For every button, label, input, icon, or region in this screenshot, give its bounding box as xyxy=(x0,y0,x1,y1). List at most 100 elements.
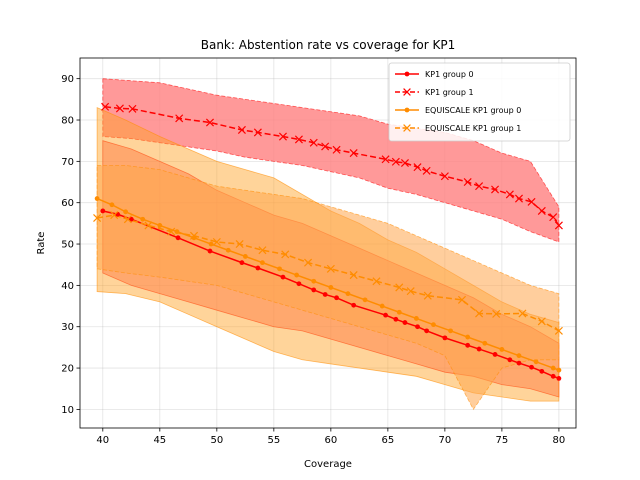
equiscale-kp1-group-1-point xyxy=(258,246,267,255)
kp1-group-1-point xyxy=(475,182,484,191)
equiscale-kp1-group-1-point xyxy=(304,258,313,267)
equiscale-kp1-group-1-point xyxy=(93,213,102,223)
equiscale-kp1-group-0-point xyxy=(499,347,505,352)
kp1-group-0-point xyxy=(529,364,534,370)
kp1-group-1-point xyxy=(440,172,449,181)
kp1-group-1-band xyxy=(102,78,560,243)
y-tick-label: 40 xyxy=(61,281,74,292)
equiscale-kp1-group-0-point xyxy=(448,328,453,334)
kp1-group-1-point xyxy=(309,138,318,147)
kp1-group-1-point xyxy=(463,177,472,187)
kp1-group-0-point xyxy=(492,352,498,357)
kp1-group-0-point xyxy=(393,316,399,322)
equiscale-kp1-group-1-point xyxy=(423,291,432,300)
x-axis-title: Coverage xyxy=(304,459,352,470)
kp1-group-0-point xyxy=(424,328,430,334)
kp1-group-0-point xyxy=(322,292,328,297)
equiscale-kp1-group-0-point xyxy=(277,266,282,272)
y-tick-label: 70 xyxy=(61,157,74,168)
equiscale-kp1-group-0-point xyxy=(260,260,265,266)
x-tick-label: 80 xyxy=(553,435,566,446)
kp1-group-0-point xyxy=(239,260,245,266)
equiscale-kp1-group-1-point xyxy=(492,309,501,318)
legend-box xyxy=(388,62,571,142)
y-tick-label: 80 xyxy=(61,116,74,127)
kp1-group-0-point xyxy=(311,287,317,293)
legend-item-kp1-group-1: KP1 group 1 xyxy=(395,88,474,97)
equiscale-kp1-group-1-point xyxy=(144,221,153,230)
chart-title: Bank: Abstention rate vs coverage for KP… xyxy=(201,38,456,52)
y-tick-label: 30 xyxy=(61,322,74,333)
kp1-group-1-point xyxy=(491,185,500,194)
legend-marker-kp1-group-1 xyxy=(403,88,411,96)
kp1-group-1-point xyxy=(205,118,215,127)
x-tick-label: 40 xyxy=(96,435,109,446)
equiscale-kp1-group-0-point xyxy=(157,223,163,228)
kp1-group-1-point xyxy=(237,125,246,134)
kp1-group-0-point xyxy=(516,360,522,366)
equiscale-kp1-group-0-point xyxy=(311,278,317,284)
kp1-group-1-point xyxy=(115,104,124,113)
legend: KP1 group 0 KP1 group 1 EQUISCALE KP1 grou… xyxy=(388,62,571,142)
y-tick-label: 60 xyxy=(61,198,74,209)
equiscale-kp1-group-0-point xyxy=(294,272,300,278)
kp1-group-0-point xyxy=(334,295,339,301)
equiscale-kp1-group-0-point xyxy=(362,297,368,303)
x-axis-ticks: 40 45 50 55 60 65 70 75 80 xyxy=(96,428,565,446)
equiscale-kp1-group-0-point xyxy=(396,309,402,315)
equiscale-kp1-group-1-point xyxy=(457,295,467,304)
kp1-group-0-point xyxy=(296,281,302,287)
equiscale-kp1-group-1-point xyxy=(372,277,381,286)
kp1-group-0-point xyxy=(507,357,513,363)
equiscale-kp1-group-0-point xyxy=(140,216,146,222)
equiscale-kp1-group-1-line xyxy=(96,214,560,332)
kp1-group-0-point xyxy=(442,335,448,341)
legend-marker-equiscale-kp1-group-1 xyxy=(403,124,411,132)
equiscale-kp1-group-1-point xyxy=(537,317,546,326)
kp1-group-0-point xyxy=(100,208,106,214)
kp1-group-1-point xyxy=(413,163,422,172)
y-axis-ticks: 10 20 30 40 50 60 70 80 90 xyxy=(61,74,80,416)
legend-label-equiscale-kp1-group-1: EQUISCALE KP1 group 1 xyxy=(425,124,521,133)
equiscale-kp1-group-0-point xyxy=(174,229,180,235)
legend-label-equiscale-kp1-group-0: EQUISCALE KP1 group 0 xyxy=(425,106,521,115)
equiscale-kp1-group-1-point xyxy=(326,264,335,273)
kp1-group-1-point xyxy=(101,102,110,111)
kp1-group-1-point xyxy=(537,206,546,215)
equiscale-kp1-group-0-point xyxy=(413,316,419,321)
equiscale-kp1-group-1-point xyxy=(395,283,404,292)
kp1-group-0-point xyxy=(465,342,471,348)
equiscale-kp1-group-1-point xyxy=(123,215,132,224)
equiscale-kp1-group-0-point xyxy=(123,209,129,215)
legend-item-equiscale-kp1-group-1: EQUISCALE KP1 group 1 xyxy=(395,124,521,133)
kp1-group-0-point xyxy=(207,248,213,254)
equiscale-kp1-group-1-point xyxy=(235,240,244,249)
kp1-group-0-point xyxy=(255,265,261,271)
kp1-group-1-point xyxy=(349,149,358,158)
equiscale-kp1-group-1-point xyxy=(518,309,527,318)
equiscale-kp1-group-1-point xyxy=(406,287,415,296)
equiscale-kp1-group-0-point xyxy=(550,365,556,371)
kp1-group-1-point xyxy=(391,157,400,166)
equiscale-kp1-group-1-point xyxy=(189,231,199,240)
legend-label-kp1-group-0: KP1 group 0 xyxy=(425,70,474,79)
kp1-group-0-point xyxy=(556,375,562,381)
kp1-group-0-point xyxy=(476,346,482,352)
equiscale-kp1-group-1-point xyxy=(212,237,221,246)
equiscale-kp1-group-0-point xyxy=(345,291,351,297)
x-tick-label: 60 xyxy=(324,435,337,446)
y-tick-label: 20 xyxy=(61,364,74,375)
equiscale-kp1-group-1-point xyxy=(167,227,176,236)
equiscale-kp1-group-0-point xyxy=(109,202,115,208)
kp1-group-0-point xyxy=(351,302,357,308)
equiscale-kp1-group-1-point xyxy=(554,326,563,335)
kp1-group-0-point xyxy=(415,324,420,330)
equiscale-kp1-group-1-point xyxy=(281,250,290,259)
kp1-group-0-point xyxy=(402,320,408,325)
kp1-group-1-point xyxy=(175,114,184,123)
equiscale-kp1-group-0-point xyxy=(328,285,334,290)
plot-frame xyxy=(79,57,577,429)
legend-marker-equiscale-kp1-group-0 xyxy=(404,107,410,113)
kp1-group-1-point xyxy=(332,145,341,154)
equiscale-kp1-group-0-point xyxy=(556,367,562,373)
